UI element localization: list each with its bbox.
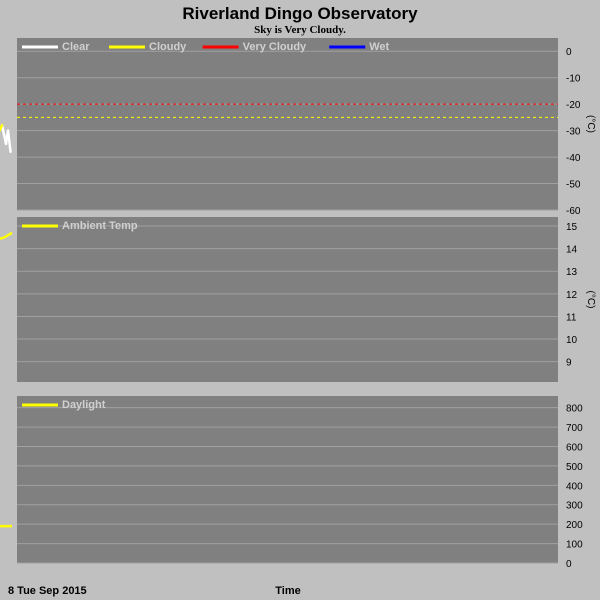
legend-label: Very Cloudy [243,41,307,53]
y-tick-label: 600 [566,442,583,453]
y-tick-label: 500 [566,462,583,473]
y-tick-label: 400 [566,481,583,492]
y-tick-label: 800 [566,404,583,415]
y-tick-label: -30 [566,127,581,138]
panel-ambient-temp: 15 14 13 12 11 10 9 (°C) Ambient Temp [0,217,596,382]
y-tick-label: -10 [566,74,581,85]
y-tick-label: -60 [566,206,581,217]
y-tick-label: -20 [566,100,581,111]
plot-area [17,38,558,210]
y-tick-label: 0 [566,47,572,58]
panels: 0 -10 -20 -30 -40 -50 -60 (°C) Clear Cloudy Very C… [0,38,596,570]
y-unit-label: (°C) [585,115,596,133]
y-tick-label: 10 [566,335,578,346]
legend-label: Cloudy [149,41,187,53]
panel-daylight: 800 700 600 500 400 300 200 100 0 Daylight [0,396,583,570]
y-tick-label: 14 [566,245,578,256]
y-unit-label: (°C) [585,291,596,309]
legend-label: Clear [62,41,90,53]
plot-area [17,396,558,563]
y-tick-label: 0 [566,559,572,570]
y-tick-label: -50 [566,180,581,191]
y-tick-label: 200 [566,520,583,531]
sky-segment [0,124,4,132]
chart-title: Riverland Dingo Observatory [182,4,418,23]
legend-label: Wet [369,41,389,53]
date-label: 8 Tue Sep 2015 [8,585,87,597]
legend-label: Ambient Temp [62,220,138,232]
y-tick-label: 100 [566,540,583,551]
sky-segment [0,124,8,146]
y-tick-label: 11 [566,312,577,323]
legend-label: Daylight [62,399,106,411]
y-tick-label: 12 [566,290,578,301]
plot-area [17,217,558,382]
y-tick-label: 700 [566,423,583,434]
x-axis-label: Time [275,585,300,597]
y-tick-label: 300 [566,501,583,512]
y-tick-label: 13 [566,267,578,278]
y-tick-label: 9 [566,358,572,369]
y-tick-label: 15 [566,222,578,233]
y-tick-label: -40 [566,153,581,164]
chart-subtitle: Sky is Very Cloudy. [254,24,346,36]
panel-sky: 0 -10 -20 -30 -40 -50 -60 (°C) Clear Cloudy Very C… [0,38,596,217]
